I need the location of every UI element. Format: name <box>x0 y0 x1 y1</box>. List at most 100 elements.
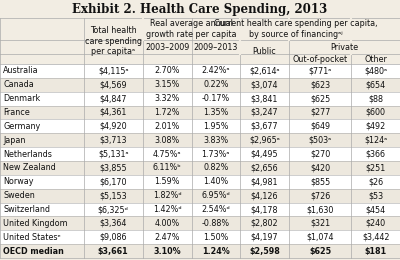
Text: Sweden: Sweden <box>3 191 35 200</box>
Text: $321: $321 <box>310 219 330 228</box>
Bar <box>0 230 400 244</box>
Text: $4,361: $4,361 <box>100 108 127 117</box>
Text: $771ᵃ: $771ᵃ <box>308 66 332 75</box>
Text: $88: $88 <box>368 94 383 103</box>
Text: $181: $181 <box>364 246 387 256</box>
Text: $2,965ᵃ: $2,965ᵃ <box>249 136 280 145</box>
Text: 1.95%: 1.95% <box>203 122 229 131</box>
Text: $3,661: $3,661 <box>98 246 128 256</box>
Text: 1.50%: 1.50% <box>203 233 228 242</box>
Text: $420: $420 <box>310 164 330 172</box>
Bar <box>0 106 400 119</box>
Bar <box>0 147 400 161</box>
Text: -0.88%: -0.88% <box>202 219 230 228</box>
Text: 3.32%: 3.32% <box>154 94 180 103</box>
Text: $623: $623 <box>310 80 330 89</box>
Text: Netherlands: Netherlands <box>3 150 52 159</box>
Text: $2,598: $2,598 <box>249 246 280 256</box>
Bar <box>0 189 400 203</box>
Text: 3.10%: 3.10% <box>153 246 181 256</box>
Text: 0.22%: 0.22% <box>203 80 229 89</box>
Text: $6,325ᵈ: $6,325ᵈ <box>98 205 129 214</box>
Text: $4,569: $4,569 <box>100 80 127 89</box>
Text: $726: $726 <box>310 191 330 200</box>
Text: $480ᵃ: $480ᵃ <box>364 66 387 75</box>
Text: $625: $625 <box>309 246 331 256</box>
Text: Switzerland: Switzerland <box>3 205 50 214</box>
Text: $53: $53 <box>368 191 383 200</box>
Text: $3,677: $3,677 <box>251 122 278 131</box>
Bar <box>0 161 400 175</box>
Text: 6.11%ᵇ: 6.11%ᵇ <box>153 164 182 172</box>
Text: $4,178: $4,178 <box>251 205 278 214</box>
Text: United Statesᵉ: United Statesᵉ <box>3 233 61 242</box>
Text: $1,630: $1,630 <box>306 205 334 214</box>
Text: $2,656: $2,656 <box>251 164 278 172</box>
Text: Germany: Germany <box>3 122 40 131</box>
Bar <box>0 133 400 147</box>
Text: Japan: Japan <box>3 136 25 145</box>
Text: $4,981: $4,981 <box>251 177 278 186</box>
Text: Private: Private <box>330 42 358 51</box>
Text: $3,247: $3,247 <box>251 108 278 117</box>
Text: Other: Other <box>364 55 387 63</box>
Text: $277: $277 <box>310 108 330 117</box>
Text: $3,855: $3,855 <box>100 164 127 172</box>
Text: $4,920: $4,920 <box>100 122 127 131</box>
Text: Out-of-pocket: Out-of-pocket <box>292 55 348 63</box>
Bar <box>0 119 400 133</box>
Text: 3.15%: 3.15% <box>154 80 180 89</box>
Text: 6.95%ᵈ: 6.95%ᵈ <box>202 191 230 200</box>
Text: $3,442: $3,442 <box>362 233 390 242</box>
Bar <box>0 244 400 258</box>
Text: OECD median: OECD median <box>3 246 64 256</box>
Text: $5,153: $5,153 <box>100 191 127 200</box>
Text: $4,495: $4,495 <box>251 150 278 159</box>
Text: $270: $270 <box>310 150 330 159</box>
Text: $4,115ᵃ: $4,115ᵃ <box>98 66 128 75</box>
Text: United Kingdom: United Kingdom <box>3 219 68 228</box>
Text: 0.82%: 0.82% <box>203 164 228 172</box>
Text: 3.08%: 3.08% <box>154 136 180 145</box>
Text: $3,074: $3,074 <box>251 80 278 89</box>
Text: 4.00%: 4.00% <box>154 219 180 228</box>
Text: Exhibit 2. Health Care Spending, 2013: Exhibit 2. Health Care Spending, 2013 <box>72 3 328 16</box>
Text: 2.54%ᵈ: 2.54%ᵈ <box>202 205 230 214</box>
Text: 2.70%: 2.70% <box>154 66 180 75</box>
Text: $3,713: $3,713 <box>100 136 127 145</box>
Text: 1.73%ᵃ: 1.73%ᵃ <box>202 150 230 159</box>
Text: Total health
care spending
per capitaᵃ: Total health care spending per capitaᵃ <box>85 26 142 56</box>
Text: 3.83%: 3.83% <box>203 136 228 145</box>
Text: $6,170: $6,170 <box>100 177 127 186</box>
Text: Real average annual
growth rate per capita: Real average annual growth rate per capi… <box>146 19 237 39</box>
Text: $5,131ᵃ: $5,131ᵃ <box>98 150 128 159</box>
Text: $9,086: $9,086 <box>100 233 127 242</box>
Text: 1.59%: 1.59% <box>154 177 180 186</box>
Text: $625: $625 <box>310 94 330 103</box>
Text: -0.17%: -0.17% <box>202 94 230 103</box>
Text: $4,197: $4,197 <box>251 233 278 242</box>
Text: 1.42%ᵈ: 1.42%ᵈ <box>153 205 182 214</box>
Text: 1.40%: 1.40% <box>203 177 228 186</box>
Text: 2003–2009: 2003–2009 <box>145 42 189 51</box>
Text: $3,841: $3,841 <box>251 94 278 103</box>
Text: 2.47%: 2.47% <box>154 233 180 242</box>
Bar <box>0 78 400 92</box>
Text: $251: $251 <box>366 164 386 172</box>
Text: New Zealand: New Zealand <box>3 164 56 172</box>
Text: $649: $649 <box>310 122 330 131</box>
Bar <box>0 216 400 230</box>
Text: Current health care spending per capita,
by source of financingᵃʲ: Current health care spending per capita,… <box>214 19 378 39</box>
Text: $366: $366 <box>366 150 386 159</box>
Text: $4,126: $4,126 <box>251 191 278 200</box>
Text: $4,847: $4,847 <box>100 94 127 103</box>
Text: Australia: Australia <box>3 66 39 75</box>
Text: $600: $600 <box>366 108 386 117</box>
Text: Canada: Canada <box>3 80 34 89</box>
Text: 4.75%ᵃ: 4.75%ᵃ <box>153 150 182 159</box>
Text: $855: $855 <box>310 177 330 186</box>
Text: 1.82%ᵈ: 1.82%ᵈ <box>153 191 182 200</box>
Text: Norway: Norway <box>3 177 34 186</box>
Text: 2.42%ᵃ: 2.42%ᵃ <box>202 66 230 75</box>
Bar <box>0 203 400 216</box>
